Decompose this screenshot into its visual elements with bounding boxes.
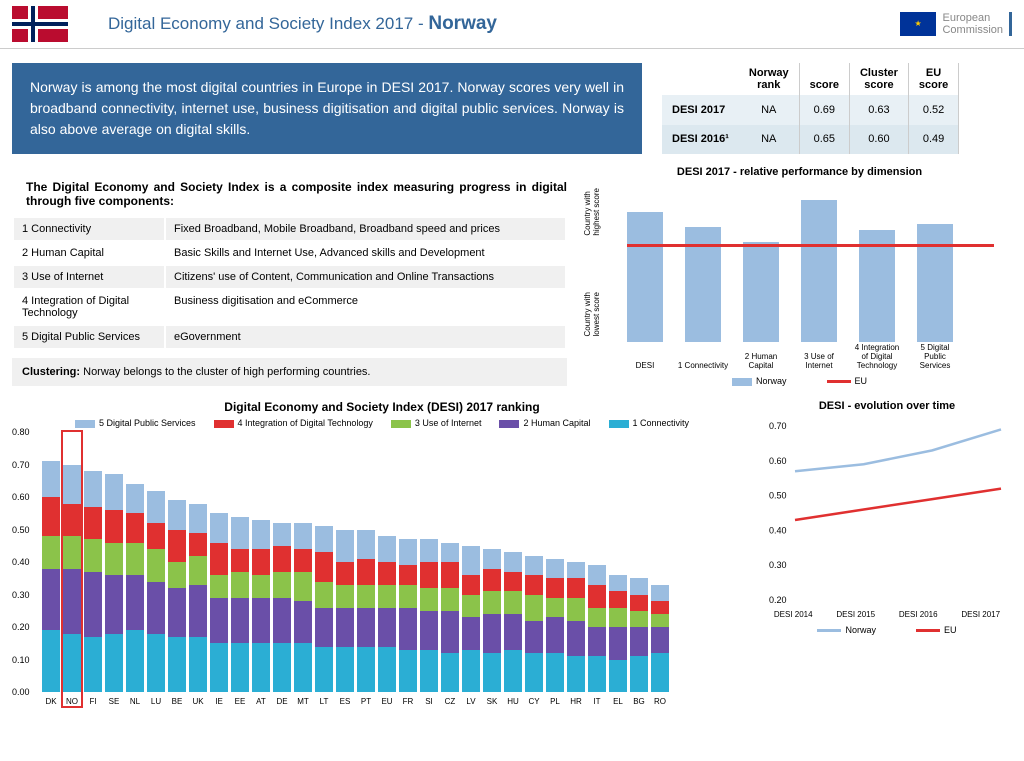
country-stack: CZ [441,543,459,693]
score-table: NorwayrankscoreClusterscoreEUscore DESI … [662,63,959,154]
country-stack: UK [189,504,207,693]
component-row: 1 ConnectivityFixed Broadband, Mobile Br… [14,218,565,240]
component-row: 4 Integration of Digital TechnologyBusin… [14,290,565,324]
country-stack: BG [630,578,648,692]
country-stack: HU [504,552,522,692]
svg-text:0.60: 0.60 [769,456,787,466]
page-title: Digital Economy and Society Index 2017 -… [108,13,900,35]
country-stack: FR [399,539,417,692]
country-stack: ES [336,530,354,693]
component-row: 3 Use of InternetCitizens' use of Conten… [14,266,565,288]
country-stack: LV [462,546,480,692]
country-stack: PT [357,530,375,693]
svg-text:0.70: 0.70 [769,421,787,431]
country-stack: SE [105,474,123,692]
eu-line [627,244,994,247]
component-row: 2 Human CapitalBasic Skills and Internet… [14,242,565,264]
evolution-chart: 0.20 0.30 0.40 0.50 0.60 0.70 [762,420,1012,610]
country-stack: HR [567,562,585,692]
dim-bar: 3 Use of Internet [801,200,837,342]
country-stack: CY [525,556,543,693]
country-stack: EL [609,575,627,692]
legend-item: 4 Integration of Digital Technology [214,418,373,428]
country-stack: AT [252,520,270,692]
evolution-chart-title: DESI - evolution over time [762,400,1012,412]
evolution-legend: Norway EU [762,625,1012,635]
dim-bar: 5 Digital Public Services [917,224,953,342]
country-stack: IE [210,513,228,692]
legend-item: 5 Digital Public Services [75,418,196,428]
components-table: 1 ConnectivityFixed Broadband, Mobile Br… [12,216,567,350]
dimension-chart-title: DESI 2017 - relative performance by dime… [587,166,1012,178]
dimension-chart: Country with highest score Country with … [587,182,1012,362]
ranking-legend: 5 Digital Public Services 4 Integration o… [12,418,752,428]
country-stack: DE [273,523,291,692]
svg-text:0.30: 0.30 [769,560,787,570]
score-th: Norwayrank [739,63,799,95]
legend-item: 3 Use of Internet [391,418,482,428]
eu-flag-icon [900,12,936,36]
clustering-note: Clustering: Norway belongs to the cluste… [12,358,567,386]
header: Digital Economy and Society Index 2017 -… [0,0,1024,49]
country-stack: LU [147,491,165,693]
ytick: 0.10 [12,655,30,665]
legend-item: 1 Connectivity [609,418,690,428]
svg-text:0.20: 0.20 [769,595,787,605]
ylabel-top: Country with highest score [583,188,601,236]
score-th: EUscore [908,63,958,95]
score-row: DESI 2017NA0.690.630.52 [662,95,959,125]
country-stack: DK [42,461,60,692]
country-stack: PL [546,559,564,692]
dim-bar: 2 Human Capital [743,242,779,342]
ranking-chart: 0.000.100.200.300.400.500.600.700.80DKNO… [12,432,752,692]
ytick: 0.40 [12,557,30,567]
country-stack: RO [651,585,669,692]
score-th: score [799,63,849,95]
country-stack: MT [294,523,312,692]
score-row: DESI 2016¹NA0.650.600.49 [662,125,959,155]
ytick: 0.20 [12,622,30,632]
dimension-legend: Norway EU [587,376,1012,386]
legend-item: 2 Human Capital [499,418,590,428]
ytick: 0.50 [12,525,30,535]
score-th: Clusterscore [849,63,908,95]
country-stack: NL [126,484,144,692]
svg-text:0.40: 0.40 [769,525,787,535]
evo-xtick: DESI 2015 [836,610,875,619]
ytick: 0.60 [12,492,30,502]
components-intro: The Digital Economy and Society Index is… [26,180,567,208]
ytick: 0.00 [12,687,30,697]
ranking-chart-title: Digital Economy and Society Index (DESI)… [12,400,752,414]
ytick: 0.70 [12,460,30,470]
country-stack: LT [315,526,333,692]
summary-box: Norway is among the most digital countri… [12,63,642,154]
country-stack: FI [84,471,102,692]
country-stack: IT [588,565,606,692]
country-stack: EE [231,517,249,693]
country-stack: NO [63,465,81,693]
ylabel-bot: Country with lowest score [583,292,601,336]
norway-flag-icon [12,6,68,42]
evolution-x-axis: DESI 2014 DESI 2015 DESI 2016 DESI 2017 [762,610,1012,619]
ec-text: European Commission [942,12,1012,36]
svg-text:0.50: 0.50 [769,491,787,501]
country-stack: BE [168,500,186,692]
country-stack: SI [420,539,438,692]
dim-bar: DESI [627,212,663,342]
country-stack: SK [483,549,501,692]
evo-xtick: DESI 2016 [899,610,938,619]
ytick: 0.80 [12,427,30,437]
ytick: 0.30 [12,590,30,600]
evo-xtick: DESI 2017 [961,610,1000,619]
ec-logo: European Commission [900,12,1012,36]
component-row: 5 Digital Public ServiceseGovernment [14,326,565,348]
evo-xtick: DESI 2014 [774,610,813,619]
country-stack: EU [378,536,396,692]
score-th [662,63,739,95]
